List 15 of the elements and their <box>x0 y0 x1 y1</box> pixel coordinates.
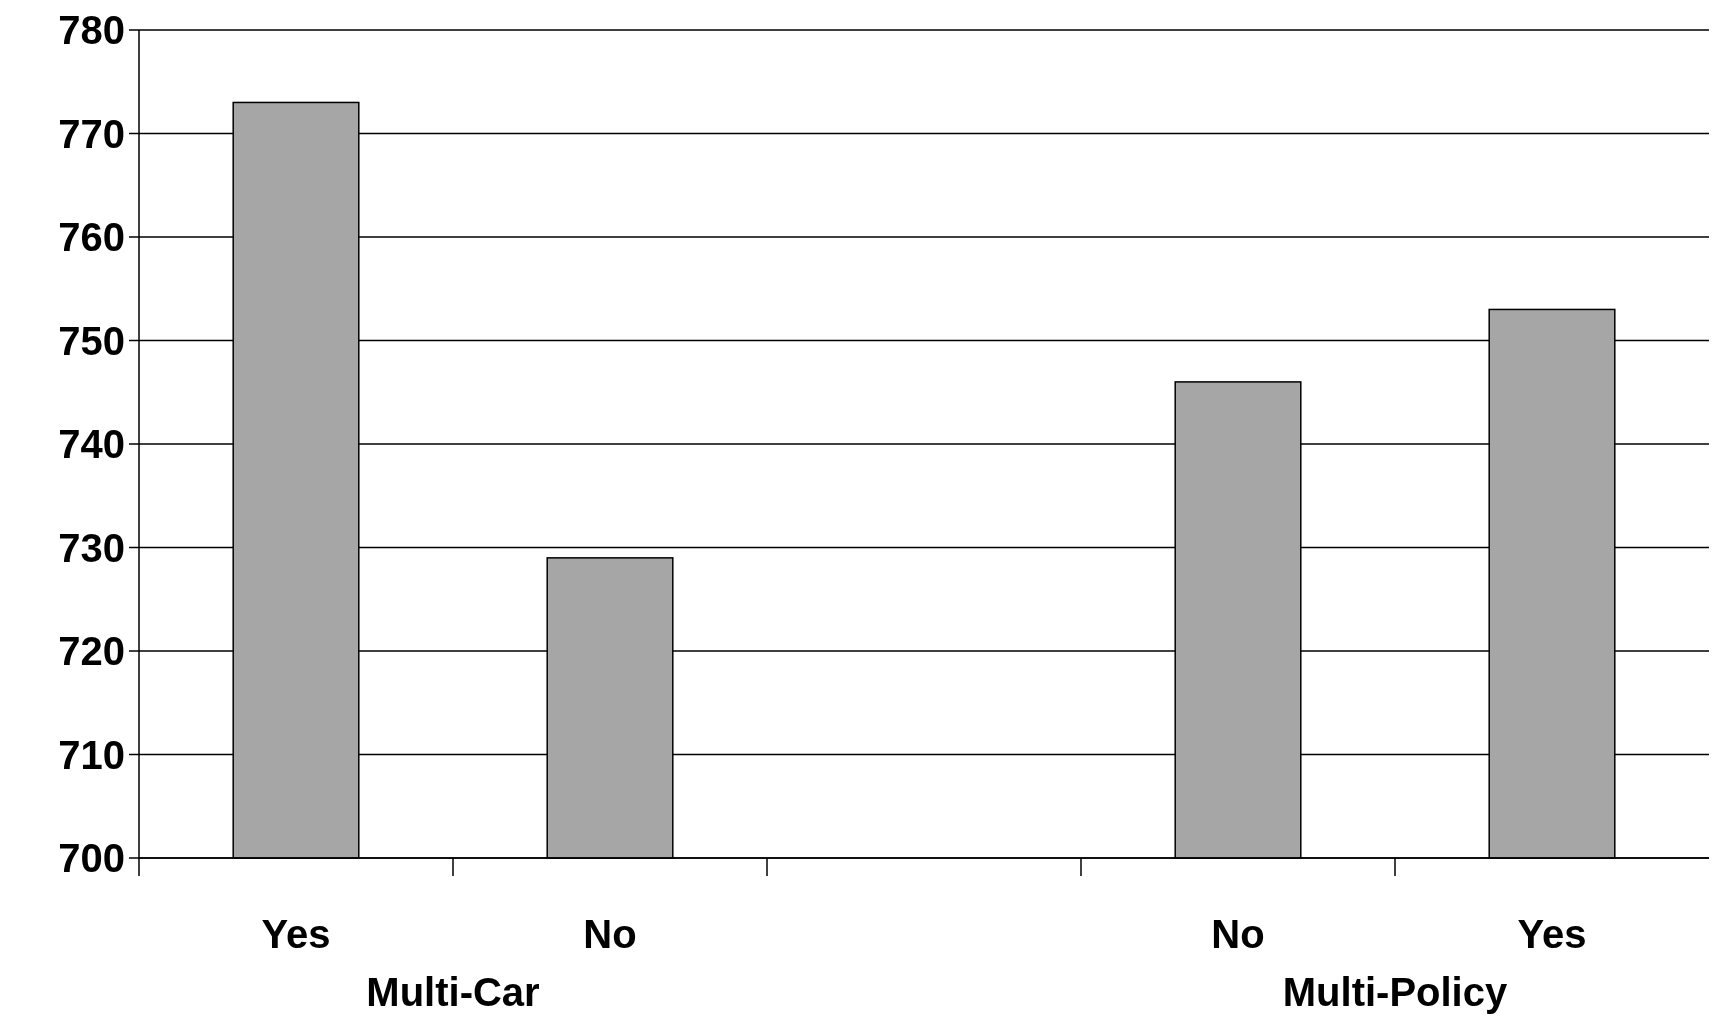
text: Multi-Car <box>366 970 540 1014</box>
y-tick-label: 760 <box>58 215 125 259</box>
x-tick-label: No <box>1211 912 1265 956</box>
x-tick-label: Yes <box>1517 912 1587 956</box>
text: Multi-Policy <box>1282 970 1508 1014</box>
x-tick-label: Yes <box>261 912 331 956</box>
y-tick-label: 720 <box>58 629 125 673</box>
y-tick-label: 750 <box>58 318 125 363</box>
y-tick-label: 730 <box>58 525 125 570</box>
y-tick-label: 700 <box>58 836 125 880</box>
y-tick-label: 710 <box>58 732 125 777</box>
y-tick-label: 780 <box>58 8 125 52</box>
y-tick-label: 770 <box>58 111 125 156</box>
y-tick-label: 740 <box>58 422 125 466</box>
x-tick-label: No <box>583 912 637 956</box>
